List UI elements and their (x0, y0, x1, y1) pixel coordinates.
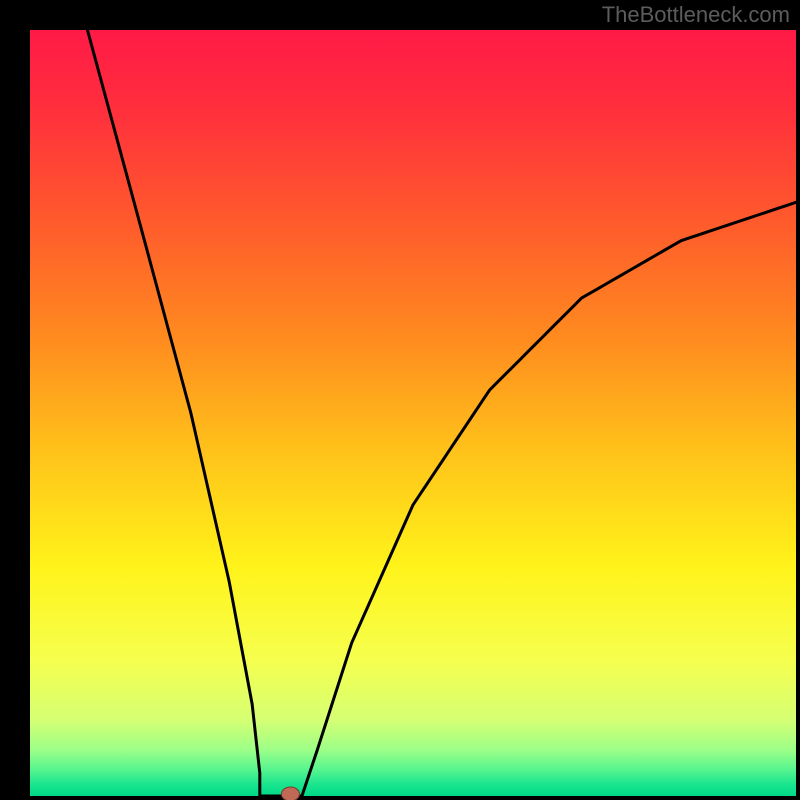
chart-container: TheBottleneck.com (0, 0, 800, 800)
bottleneck-chart (0, 0, 800, 800)
plot-background (30, 30, 796, 796)
optimal-marker (281, 787, 299, 800)
watermark-text: TheBottleneck.com (602, 2, 790, 28)
